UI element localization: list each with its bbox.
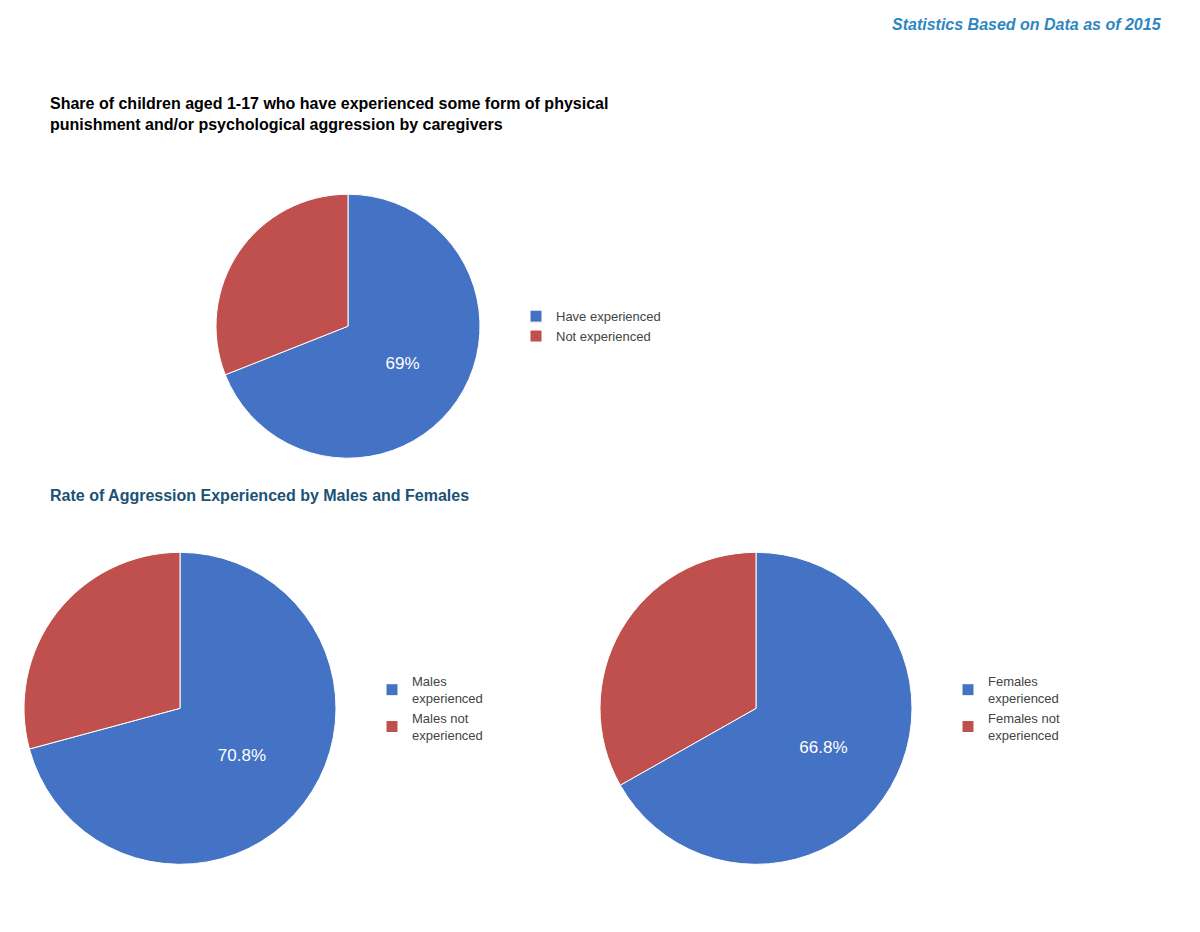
svg-text:Not experienced: Not experienced — [556, 329, 651, 344]
svg-text:69%: 69% — [386, 354, 420, 373]
svg-text:66.8%: 66.8% — [799, 738, 847, 757]
svg-text:Femalesexperienced: Femalesexperienced — [988, 674, 1059, 706]
svg-text:Have experienced: Have experienced — [556, 309, 661, 324]
svg-text:Rate of Aggression Experienced: Rate of Aggression Experienced by Males … — [50, 487, 469, 504]
svg-text:Females notexperienced: Females notexperienced — [988, 711, 1060, 743]
svg-text:Malesexperienced: Malesexperienced — [412, 674, 483, 706]
svg-text:Statistics Based on Data as of: Statistics Based on Data as of 2015 — [892, 16, 1162, 33]
svg-text:Males notexperienced: Males notexperienced — [412, 711, 483, 743]
svg-text:Share of children aged 1-17 wh: Share of children aged 1-17 who have exp… — [50, 95, 608, 133]
svg-text:70.8%: 70.8% — [218, 746, 266, 765]
